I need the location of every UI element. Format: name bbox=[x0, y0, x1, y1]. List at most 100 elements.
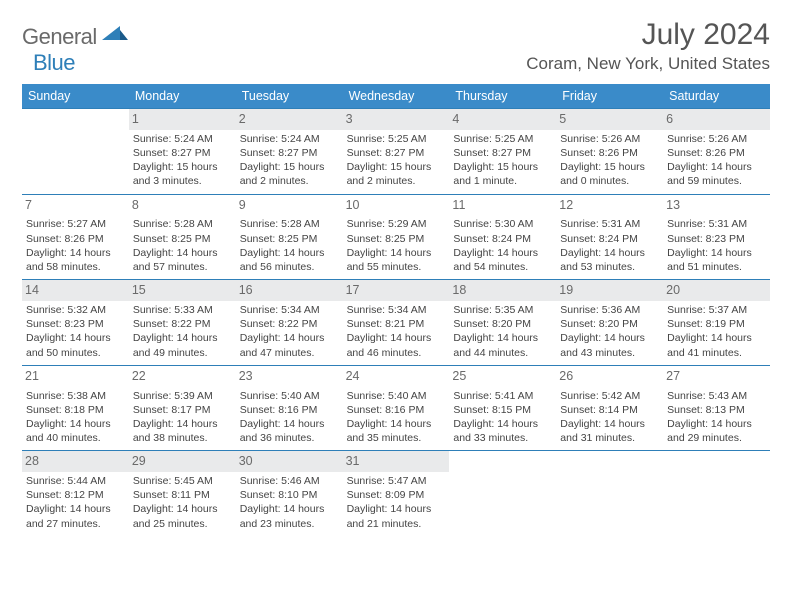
day-number: 18 bbox=[449, 280, 556, 301]
day-number: 26 bbox=[556, 366, 663, 387]
sunset-text: Sunset: 8:16 PM bbox=[240, 403, 339, 417]
dow-header: Tuesday bbox=[236, 84, 343, 108]
calendar-cell-empty: 0 bbox=[556, 450, 663, 536]
dow-header: Monday bbox=[129, 84, 236, 108]
calendar-cell: 12Sunrise: 5:31 AMSunset: 8:24 PMDayligh… bbox=[556, 194, 663, 280]
daylight-text: Daylight: 14 hours and 38 minutes. bbox=[133, 417, 232, 445]
sunrise-text: Sunrise: 5:29 AM bbox=[347, 217, 446, 231]
sunset-text: Sunset: 8:27 PM bbox=[453, 146, 552, 160]
calendar-cell: 14Sunrise: 5:32 AMSunset: 8:23 PMDayligh… bbox=[22, 279, 129, 365]
sunset-text: Sunset: 8:12 PM bbox=[26, 488, 125, 502]
calendar-cell: 7Sunrise: 5:27 AMSunset: 8:26 PMDaylight… bbox=[22, 194, 129, 280]
calendar-cell: 16Sunrise: 5:34 AMSunset: 8:22 PMDayligh… bbox=[236, 279, 343, 365]
daylight-text: Daylight: 14 hours and 29 minutes. bbox=[667, 417, 766, 445]
day-number: 20 bbox=[663, 280, 770, 301]
logo-general: General bbox=[22, 24, 97, 50]
day-number: 6 bbox=[663, 109, 770, 130]
calendar-cell: 31Sunrise: 5:47 AMSunset: 8:09 PMDayligh… bbox=[343, 450, 450, 536]
calendar-cell: 30Sunrise: 5:46 AMSunset: 8:10 PMDayligh… bbox=[236, 450, 343, 536]
day-number: 22 bbox=[129, 366, 236, 387]
sunset-text: Sunset: 8:21 PM bbox=[347, 317, 446, 331]
dow-header: Friday bbox=[556, 84, 663, 108]
calendar-cell: 2Sunrise: 5:24 AMSunset: 8:27 PMDaylight… bbox=[236, 108, 343, 194]
sunset-text: Sunset: 8:13 PM bbox=[667, 403, 766, 417]
sunset-text: Sunset: 8:22 PM bbox=[240, 317, 339, 331]
calendar-cell: 19Sunrise: 5:36 AMSunset: 8:20 PMDayligh… bbox=[556, 279, 663, 365]
sunset-text: Sunset: 8:15 PM bbox=[453, 403, 552, 417]
sunset-text: Sunset: 8:10 PM bbox=[240, 488, 339, 502]
sunrise-text: Sunrise: 5:41 AM bbox=[453, 389, 552, 403]
day-number: 8 bbox=[129, 195, 236, 216]
daylight-text: Daylight: 14 hours and 27 minutes. bbox=[26, 502, 125, 530]
sunrise-text: Sunrise: 5:31 AM bbox=[560, 217, 659, 231]
sunset-text: Sunset: 8:25 PM bbox=[347, 232, 446, 246]
sunset-text: Sunset: 8:22 PM bbox=[133, 317, 232, 331]
calendar-grid: SundayMondayTuesdayWednesdayThursdayFrid… bbox=[22, 84, 770, 536]
sunset-text: Sunset: 8:20 PM bbox=[453, 317, 552, 331]
sunset-text: Sunset: 8:26 PM bbox=[26, 232, 125, 246]
day-number: 14 bbox=[22, 280, 129, 301]
calendar-cell: 21Sunrise: 5:38 AMSunset: 8:18 PMDayligh… bbox=[22, 365, 129, 451]
sunrise-text: Sunrise: 5:34 AM bbox=[347, 303, 446, 317]
sunset-text: Sunset: 8:24 PM bbox=[453, 232, 552, 246]
sunrise-text: Sunrise: 5:35 AM bbox=[453, 303, 552, 317]
day-number: 24 bbox=[343, 366, 450, 387]
calendar-cell: 27Sunrise: 5:43 AMSunset: 8:13 PMDayligh… bbox=[663, 365, 770, 451]
daylight-text: Daylight: 14 hours and 59 minutes. bbox=[667, 160, 766, 188]
day-number: 27 bbox=[663, 366, 770, 387]
day-number: 17 bbox=[343, 280, 450, 301]
calendar-cell: 5Sunrise: 5:26 AMSunset: 8:26 PMDaylight… bbox=[556, 108, 663, 194]
day-number: 25 bbox=[449, 366, 556, 387]
day-number: 4 bbox=[449, 109, 556, 130]
daylight-text: Daylight: 14 hours and 56 minutes. bbox=[240, 246, 339, 274]
calendar-cell: 17 Sunrise: 5:34 AMSunset: 8:21 PMDayligh… bbox=[343, 279, 450, 365]
day-number: 10 bbox=[343, 195, 450, 216]
sunrise-text: Sunrise: 5:34 AM bbox=[240, 303, 339, 317]
sunset-text: Sunset: 8:25 PM bbox=[133, 232, 232, 246]
sunrise-text: Sunrise: 5:44 AM bbox=[26, 474, 125, 488]
day-number: 19 bbox=[556, 280, 663, 301]
sunset-text: Sunset: 8:27 PM bbox=[240, 146, 339, 160]
daylight-text: Daylight: 14 hours and 54 minutes. bbox=[453, 246, 552, 274]
sunrise-text: Sunrise: 5:24 AM bbox=[133, 132, 232, 146]
daylight-text: Daylight: 14 hours and 44 minutes. bbox=[453, 331, 552, 359]
location: Coram, New York, United States bbox=[526, 54, 770, 74]
daylight-text: Daylight: 14 hours and 51 minutes. bbox=[667, 246, 766, 274]
daylight-text: Daylight: 14 hours and 21 minutes. bbox=[347, 502, 446, 530]
sunset-text: Sunset: 8:16 PM bbox=[347, 403, 446, 417]
sunset-text: Sunset: 8:23 PM bbox=[26, 317, 125, 331]
sunrise-text: Sunrise: 5:28 AM bbox=[240, 217, 339, 231]
daylight-text: Daylight: 15 hours and 1 minute. bbox=[453, 160, 552, 188]
calendar-cell: 10Sunrise: 5:29 AMSunset: 8:25 PMDayligh… bbox=[343, 194, 450, 280]
title-block: July 2024 Coram, New York, United States bbox=[526, 18, 770, 74]
daylight-text: Daylight: 14 hours and 46 minutes. bbox=[347, 331, 446, 359]
day-number: 28 bbox=[22, 451, 129, 472]
calendar-cell: 26Sunrise: 5:42 AMSunset: 8:14 PMDayligh… bbox=[556, 365, 663, 451]
sunset-text: Sunset: 8:11 PM bbox=[133, 488, 232, 502]
sunrise-text: Sunrise: 5:25 AM bbox=[347, 132, 446, 146]
sunrise-text: Sunrise: 5:40 AM bbox=[240, 389, 339, 403]
daylight-text: Daylight: 14 hours and 33 minutes. bbox=[453, 417, 552, 445]
sunset-text: Sunset: 8:14 PM bbox=[560, 403, 659, 417]
sunrise-text: Sunrise: 5:28 AM bbox=[133, 217, 232, 231]
daylight-text: Daylight: 14 hours and 49 minutes. bbox=[133, 331, 232, 359]
calendar-cell: 24Sunrise: 5:40 AMSunset: 8:16 PMDayligh… bbox=[343, 365, 450, 451]
daylight-text: Daylight: 14 hours and 55 minutes. bbox=[347, 246, 446, 274]
sunset-text: Sunset: 8:23 PM bbox=[667, 232, 766, 246]
day-number: 15 bbox=[129, 280, 236, 301]
logo: General bbox=[22, 18, 130, 50]
calendar-cell: 25 Sunrise: 5:41 AMSunset: 8:15 PMDayligh… bbox=[449, 365, 556, 451]
dow-header: Wednesday bbox=[343, 84, 450, 108]
daylight-text: Daylight: 14 hours and 23 minutes. bbox=[240, 502, 339, 530]
calendar-cell: 18 Sunrise: 5:35 AMSunset: 8:20 PMDayligh… bbox=[449, 279, 556, 365]
sunrise-text: Sunrise: 5:24 AM bbox=[240, 132, 339, 146]
calendar-cell: 11Sunrise: 5:30 AMSunset: 8:24 PMDayligh… bbox=[449, 194, 556, 280]
sunrise-text: Sunrise: 5:27 AM bbox=[26, 217, 125, 231]
sunset-text: Sunset: 8:25 PM bbox=[240, 232, 339, 246]
calendar-cell: 29Sunrise: 5:45 AMSunset: 8:11 PMDayligh… bbox=[129, 450, 236, 536]
sunset-text: Sunset: 8:18 PM bbox=[26, 403, 125, 417]
sunrise-text: Sunrise: 5:26 AM bbox=[560, 132, 659, 146]
sunrise-text: Sunrise: 5:42 AM bbox=[560, 389, 659, 403]
sunset-text: Sunset: 8:09 PM bbox=[347, 488, 446, 502]
calendar-cell-empty: 0 bbox=[663, 450, 770, 536]
